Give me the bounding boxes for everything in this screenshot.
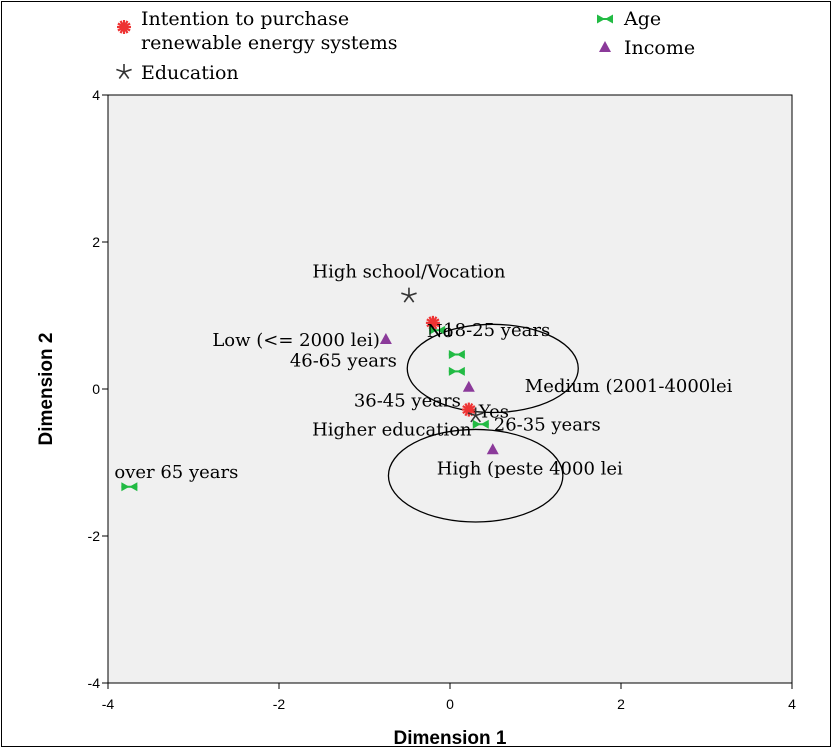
plot-area: [107, 94, 793, 684]
x-tick-label: -2: [273, 696, 286, 712]
label-46-65-years: 46-65 years: [290, 350, 397, 371]
point-26-35-years: [472, 419, 489, 429]
y-axis-title: Dimension 2: [36, 333, 57, 446]
axis-ticks: -4 -2 0 2 4 4 2 0 -2 -4: [88, 87, 797, 712]
legend-item-income: Income: [599, 37, 695, 59]
point-46-65-years: [448, 349, 465, 359]
x-axis-title: Dimension 1: [394, 728, 507, 749]
label-26-35-years: 26-35 years: [494, 414, 601, 435]
y-tick-label: -2: [88, 528, 101, 544]
label-36-45-years: 36-45 years: [354, 390, 461, 411]
point-high-peste-4000-lei: [486, 443, 499, 455]
legend-label: renewable energy systems: [141, 32, 398, 54]
legend-label: Age: [623, 8, 661, 30]
point-over-65-years: [121, 482, 138, 492]
point-high-school-vocation: [401, 287, 417, 303]
x-tick-label: -4: [102, 696, 115, 712]
y-tick-label: 0: [92, 381, 100, 397]
label-low-2000-lei: Low (<= 2000 lei): [212, 330, 380, 351]
y-tick-label: 2: [92, 234, 100, 250]
y-tick-label: -4: [88, 675, 101, 691]
annotation-ellipses: [387, 323, 579, 523]
legend-item-age: Age: [597, 8, 661, 30]
legend-marker-income: [599, 41, 611, 52]
legend-item-education: Education: [116, 62, 239, 84]
annotation-ellipse: [387, 428, 564, 523]
point-medium-2001-4000lei: [462, 380, 475, 392]
label-higher-education: Higher education: [312, 419, 472, 440]
label-no: No: [427, 321, 454, 342]
legend-label: Intention to purchase: [141, 8, 349, 30]
label-18-25-years: 18-25 years: [443, 320, 550, 341]
x-tick-label: 0: [446, 696, 454, 712]
point-36-45-years: [448, 366, 465, 376]
label-medium-2001-4000lei: Medium (2001-4000lei: [525, 376, 733, 397]
legend-marker-education: [116, 64, 132, 79]
point-higher-education: [467, 407, 484, 423]
annotation-ellipse: [406, 323, 579, 414]
point-no: [425, 315, 440, 330]
data-points: [121, 287, 499, 492]
point-18-25-years: [429, 325, 446, 335]
legend-label: Income: [624, 37, 695, 59]
label-high-school-vocation: High school/Vocation: [312, 262, 506, 283]
label-yes: Yes: [478, 402, 509, 423]
label-high-peste-4000-lei: High (peste 4000 lei: [437, 458, 623, 479]
x-tick-label: 4: [788, 696, 796, 712]
y-tick-label: 4: [92, 87, 100, 103]
label-over-65-years: over 65 years: [114, 462, 238, 483]
point-low-2000-lei: [379, 333, 392, 345]
legend-marker-age: [597, 14, 613, 24]
point-labels: No Yes High school/Vocation Higher educatio…: [114, 262, 732, 483]
legend-marker-intention-to-purchase-renewable-energy-systems: [117, 20, 131, 34]
x-tick-label: 2: [617, 696, 625, 712]
legend-label: Education: [141, 62, 239, 84]
